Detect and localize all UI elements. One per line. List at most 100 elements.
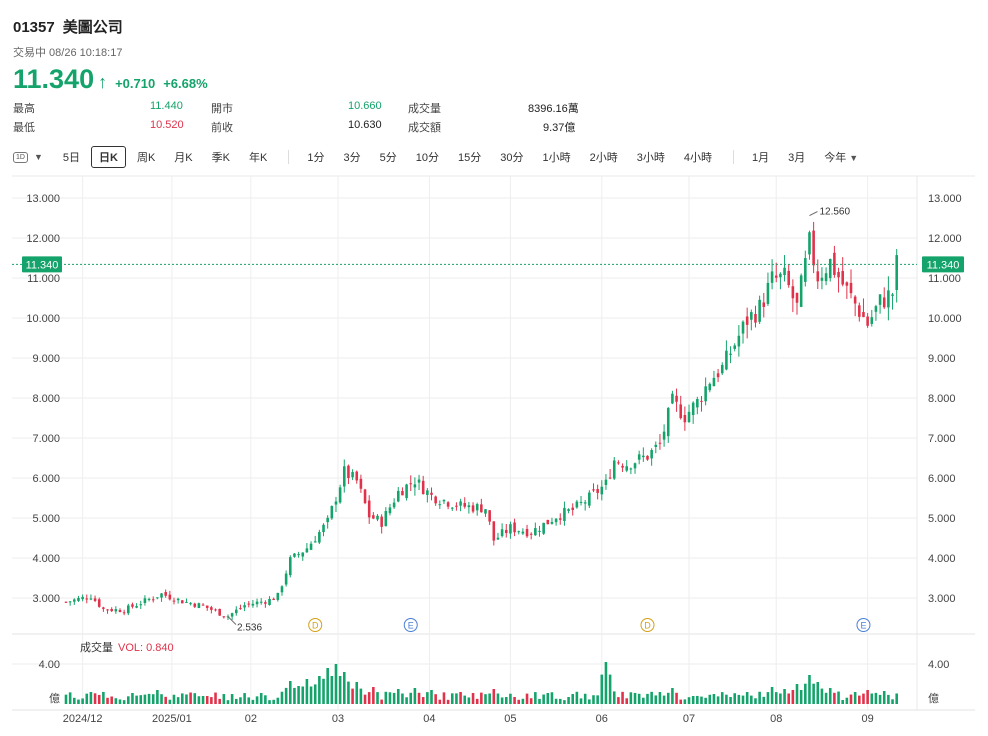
interval-menu[interactable]: 1D ▼ bbox=[13, 151, 43, 163]
candle-body bbox=[671, 393, 674, 404]
volume-bar bbox=[318, 676, 321, 704]
volume-title: 成交量 bbox=[80, 640, 113, 654]
candle-body bbox=[301, 552, 305, 557]
candle-body bbox=[438, 504, 442, 506]
candle-body bbox=[646, 455, 649, 460]
volume-bar bbox=[558, 698, 562, 704]
volume-bar bbox=[102, 691, 105, 704]
candle-body bbox=[795, 292, 799, 303]
candle-body bbox=[733, 345, 736, 349]
x-tick-label: 05 bbox=[504, 713, 516, 724]
volume-bar bbox=[430, 690, 433, 704]
volume-bar bbox=[372, 687, 375, 704]
volume-bar bbox=[513, 697, 516, 704]
candle-body bbox=[517, 531, 521, 533]
period-tab-4[interactable]: 季K bbox=[211, 152, 230, 164]
candle-body bbox=[691, 402, 695, 415]
intraday-tab-1[interactable]: 3分 bbox=[343, 152, 361, 164]
candle-body bbox=[342, 466, 346, 487]
intraday-tab-0[interactable]: 1分 bbox=[307, 152, 325, 164]
candle-body bbox=[259, 601, 263, 603]
volume-bar bbox=[160, 694, 163, 704]
volume-bar bbox=[554, 698, 558, 704]
candle-body bbox=[575, 501, 579, 508]
candle-body bbox=[384, 510, 388, 527]
candle-body bbox=[546, 519, 550, 525]
candle-body bbox=[683, 415, 687, 423]
volume-bar bbox=[326, 668, 329, 704]
volume-bar bbox=[592, 695, 595, 704]
candle-body bbox=[160, 593, 163, 598]
volume-bar bbox=[517, 699, 521, 704]
volume-bar bbox=[504, 697, 508, 704]
intraday-tab-5[interactable]: 30分 bbox=[500, 152, 524, 164]
volume-bar bbox=[546, 693, 550, 704]
volume-bar bbox=[783, 689, 786, 704]
x-tick-label: 07 bbox=[683, 713, 695, 724]
intraday-tab-9[interactable]: 4小時 bbox=[683, 152, 712, 164]
volume-bar bbox=[542, 694, 545, 704]
candle-body bbox=[496, 537, 500, 540]
volume-bar bbox=[176, 697, 180, 704]
volume-bar bbox=[837, 691, 840, 704]
event-marker-e bbox=[856, 618, 871, 632]
intraday-tab-7[interactable]: 2小時 bbox=[589, 152, 618, 164]
candle-body bbox=[372, 515, 375, 519]
volume-bar bbox=[716, 696, 720, 704]
chevron-down-icon: ▼ bbox=[33, 152, 43, 162]
period-tab-3[interactable]: 月K bbox=[174, 152, 193, 164]
volume-bar bbox=[828, 688, 832, 704]
y-tick-left: 10.000 bbox=[26, 313, 60, 325]
candle-body bbox=[579, 501, 583, 503]
candle-body bbox=[550, 521, 554, 524]
range-select[interactable]: 今年 ▼ bbox=[824, 152, 859, 164]
volume-bar bbox=[127, 696, 130, 704]
period-tab-5[interactable]: 年K bbox=[248, 152, 268, 164]
intraday-tab-4[interactable]: 15分 bbox=[457, 152, 482, 164]
candle-body bbox=[197, 603, 201, 609]
candle-body bbox=[617, 462, 620, 464]
volume-bar bbox=[367, 692, 371, 704]
candle-body bbox=[367, 500, 371, 518]
candle-body bbox=[845, 282, 849, 286]
candle-body bbox=[841, 271, 844, 285]
y-tick-left: 12.000 bbox=[26, 233, 60, 245]
candle-body bbox=[235, 609, 238, 614]
period-tab-0[interactable]: 5日 bbox=[62, 152, 80, 164]
volume-bar bbox=[309, 686, 313, 704]
period-toolbar: 1D ▼ 5日 日K 周K 月K 季K 年K 1分 3分 5分 10分 15分 30分 1小時 2小時 3… bbox=[13, 146, 869, 168]
volume-bar bbox=[521, 698, 525, 704]
range-tab-0[interactable]: 1月 bbox=[751, 152, 770, 164]
volume-bar bbox=[347, 681, 350, 704]
candle-body bbox=[687, 411, 691, 422]
volume-bar bbox=[882, 691, 886, 704]
volume-bar bbox=[571, 694, 575, 704]
intraday-tab-2[interactable]: 5分 bbox=[379, 152, 397, 164]
candle-body bbox=[89, 598, 93, 600]
intraday-tab-6[interactable]: 1小時 bbox=[542, 152, 571, 164]
price-change: +0.710 bbox=[115, 76, 156, 91]
volume-bar bbox=[110, 696, 113, 704]
period-tab-1[interactable]: 日K bbox=[91, 146, 126, 168]
volume-bar bbox=[214, 692, 217, 704]
volume-bar bbox=[264, 695, 267, 704]
x-tick-label: 02 bbox=[245, 713, 257, 724]
stock-code: 01357 bbox=[13, 19, 55, 36]
candle-body bbox=[737, 335, 741, 347]
intraday-tab-3[interactable]: 10分 bbox=[415, 152, 439, 164]
candle-body bbox=[380, 516, 383, 527]
candle-body bbox=[621, 465, 624, 468]
candle-body bbox=[264, 602, 267, 604]
candle-body bbox=[396, 490, 400, 502]
volume-tick-right: 4.00 bbox=[928, 659, 949, 671]
volume-bar bbox=[89, 692, 93, 704]
y-tick-left: 8.000 bbox=[32, 393, 60, 405]
candle-body bbox=[774, 275, 778, 278]
candlestick-chart[interactable]: 13.000 13.000 12.000 12.000 11.000 11.000 10.0… bbox=[0, 174, 988, 724]
candle-body bbox=[870, 317, 874, 324]
range-tab-1[interactable]: 3月 bbox=[788, 152, 806, 164]
period-tab-2[interactable]: 周K bbox=[136, 152, 156, 164]
event-marker-e bbox=[403, 618, 418, 632]
intraday-tab-8[interactable]: 3小時 bbox=[636, 152, 665, 164]
volume-bar bbox=[73, 697, 76, 704]
